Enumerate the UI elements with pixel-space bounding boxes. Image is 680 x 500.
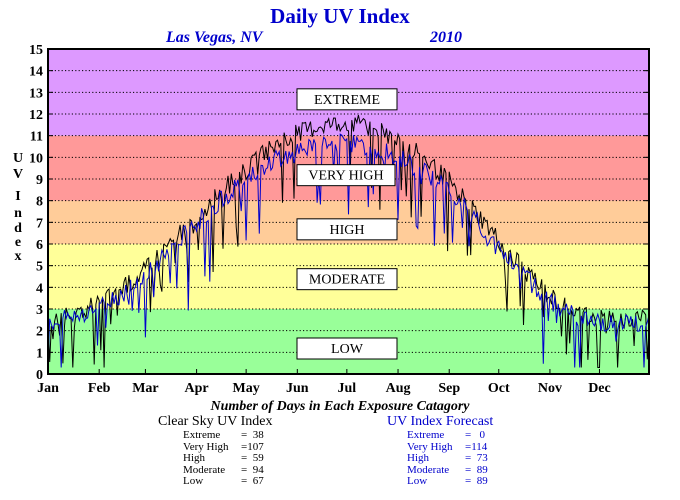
y-axis-label-char: V bbox=[13, 167, 23, 182]
zone-box bbox=[296, 88, 398, 111]
stats-row: Low = 67 bbox=[183, 476, 272, 488]
stats-row: Extreme = 0 bbox=[407, 430, 493, 442]
x-tick-label: Oct bbox=[488, 381, 510, 396]
stats-row: Very High =107 bbox=[183, 440, 272, 454]
y-axis-label-char: I bbox=[15, 189, 20, 204]
y-tick-label: 2 bbox=[36, 325, 43, 340]
x-tick-label: Apr bbox=[185, 381, 209, 396]
series-line-clear bbox=[47, 114, 650, 368]
forecast-rows: Extreme = 0 Very High =114 High = 73 Moderate =… bbox=[387, 430, 493, 488]
zone-box bbox=[296, 337, 398, 360]
y-axis-label-char: U bbox=[13, 151, 23, 166]
y-axis-label-char: d bbox=[14, 221, 22, 236]
stats-row: Low = 89 bbox=[407, 476, 493, 488]
y-axis-label-char: x bbox=[15, 249, 22, 264]
stats-row-label: Extreme bbox=[407, 429, 445, 441]
x-tick-label: Aug bbox=[386, 381, 411, 396]
zone-label: EXTREME bbox=[314, 93, 380, 108]
stats-row: Very High =114 bbox=[407, 440, 493, 454]
x-tick-label: Jul bbox=[338, 381, 357, 396]
stats-row-label: Very High bbox=[183, 440, 229, 453]
zone-box bbox=[296, 268, 398, 291]
zone-label: VERY HIGH bbox=[308, 169, 383, 184]
stats-row: High = 59 bbox=[183, 453, 272, 465]
clear-sky-rows: Extreme = 38 Very High =107 High = 59 Moderate… bbox=[158, 430, 272, 488]
y-tick-label: 6 bbox=[36, 238, 43, 253]
stats-row-label: Moderate bbox=[183, 463, 226, 476]
stats-row-label: Extreme bbox=[183, 429, 221, 441]
y-axis-label-char: e bbox=[15, 235, 21, 250]
zone-label: HIGH bbox=[330, 223, 365, 238]
zone-label: MODERATE bbox=[309, 273, 385, 288]
chart-title: Daily UV Index bbox=[270, 4, 410, 28]
x-tick-label: Nov bbox=[538, 381, 562, 396]
stats-row-value: =107 bbox=[241, 440, 264, 453]
stats-row-value: = 94 bbox=[241, 463, 264, 476]
y-tick-label: 13 bbox=[29, 86, 43, 101]
stats-row-label: Moderate bbox=[407, 463, 450, 476]
zone-labels: LOW MODERATE HIGH VERY HIGH EXTREME bbox=[296, 88, 398, 360]
stats-row-value: = 0 bbox=[465, 429, 485, 441]
stats-row-value: = 73 bbox=[465, 452, 488, 464]
series-line-forecast bbox=[47, 133, 650, 368]
y-tick-label: 10 bbox=[29, 151, 43, 166]
x-tick-label: Mar bbox=[132, 381, 158, 396]
y-tick-label: 15 bbox=[29, 43, 43, 58]
zone-box bbox=[296, 218, 398, 241]
uv-chart: Daily UV Index Las Vegas, NV 2010 LOWMOD… bbox=[13, 4, 650, 396]
x-tick-label: Dec bbox=[588, 381, 611, 396]
stats-heading: Number of Days in Each Exposure Catagory bbox=[210, 399, 470, 414]
stats-row-label: Very High bbox=[407, 440, 453, 453]
chart-subtitle-location: Las Vegas, NV bbox=[165, 29, 264, 46]
y-tick-label: 1 bbox=[36, 346, 43, 361]
stats-row: Extreme = 38 bbox=[183, 430, 272, 442]
y-tick-label: 9 bbox=[36, 173, 43, 188]
gridlines bbox=[48, 70, 649, 353]
y-tick-label: 0 bbox=[36, 368, 43, 383]
stats-row: Moderate = 89 bbox=[407, 463, 493, 477]
forecast-stats: UV Index Forecast Extreme = 0 Very High =11… bbox=[387, 414, 493, 488]
forecast-title: UV Index Forecast bbox=[387, 414, 494, 429]
stats-row-value: = 89 bbox=[465, 475, 488, 487]
stats-row: High = 73 bbox=[407, 453, 493, 465]
y-tick-label: 7 bbox=[36, 216, 43, 231]
stats-row-value: = 67 bbox=[241, 475, 264, 487]
clear-sky-title: Clear Sky UV Index bbox=[158, 414, 273, 429]
stats-row-label: Low bbox=[183, 475, 204, 487]
stats-row-value: =114 bbox=[465, 440, 488, 453]
stats-row-label: High bbox=[407, 452, 429, 464]
series-lines bbox=[47, 114, 650, 368]
x-tick-label: May bbox=[233, 381, 260, 396]
stats-row-value: = 38 bbox=[241, 429, 264, 441]
stats-row: Moderate = 94 bbox=[183, 463, 272, 477]
stats-row-label: High bbox=[183, 452, 205, 464]
x-tick-label: Jun bbox=[286, 381, 309, 396]
x-tick-label: Feb bbox=[88, 381, 111, 396]
y-tick-label: 3 bbox=[36, 303, 43, 318]
x-tick-label: Jan bbox=[37, 381, 59, 396]
y-axis-label-char: n bbox=[14, 206, 22, 221]
x-axis-ticks: Jan Feb Mar Apr May Jun Jul Aug Sep Oct Nov Dec bbox=[37, 369, 611, 396]
clear-sky-stats: Clear Sky UV Index Extreme = 38 Very High =… bbox=[158, 414, 272, 488]
y-tick-label: 12 bbox=[29, 108, 43, 123]
y-tick-label: 8 bbox=[36, 195, 43, 210]
y-tick-label: 11 bbox=[30, 130, 43, 145]
y-tick-label: 5 bbox=[36, 260, 43, 275]
chart-subtitle-year: 2010 bbox=[429, 29, 462, 46]
zone-box bbox=[296, 164, 396, 187]
y-tick-label: 14 bbox=[29, 65, 43, 80]
stats-row-value: = 59 bbox=[241, 452, 264, 464]
plot-frame bbox=[47, 48, 650, 375]
stats-row-label: Low bbox=[407, 475, 428, 487]
zone-label: LOW bbox=[331, 342, 364, 357]
stats-row-value: = 89 bbox=[465, 463, 488, 476]
x-tick-label: Sep bbox=[438, 381, 460, 396]
y-tick-label: 4 bbox=[36, 281, 43, 296]
